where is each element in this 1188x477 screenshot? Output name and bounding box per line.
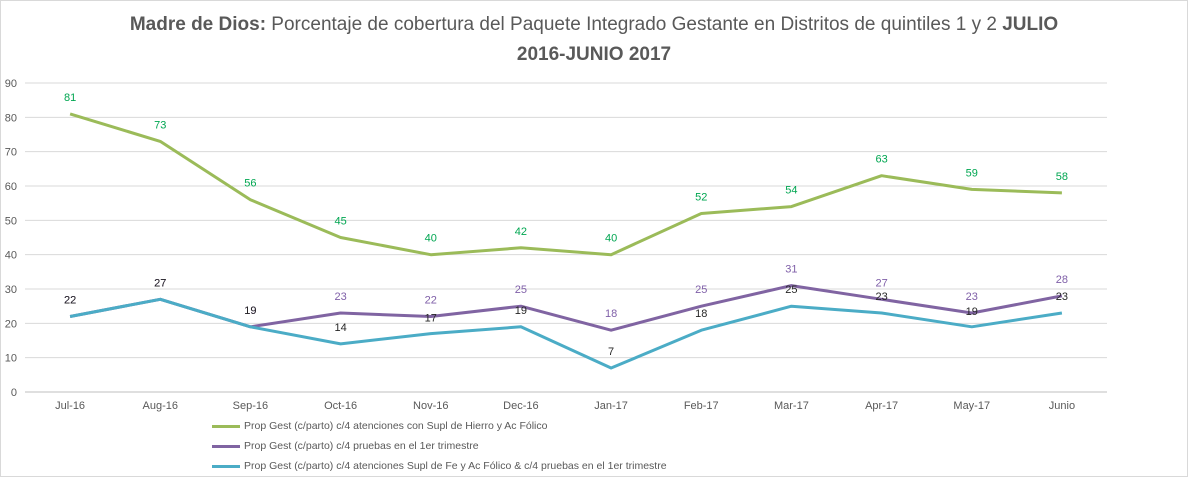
x-tick-label: Feb-17 [684, 400, 719, 412]
x-tick-label: Oct-16 [324, 400, 357, 412]
data-label: 27 [154, 277, 166, 289]
data-label: 27 [154, 277, 166, 289]
y-tick-label: 90 [5, 78, 17, 90]
x-tick-label: Mar-17 [774, 400, 809, 412]
data-label: 19 [515, 305, 527, 317]
data-label: 22 [64, 294, 76, 306]
chart-title: Madre de Dios: Porcentaje de cobertura d… [0, 10, 1188, 70]
data-label: 23 [875, 291, 887, 303]
data-label: 25 [785, 284, 797, 296]
y-tick-label: 80 [5, 112, 17, 124]
x-tick-label: Aug-16 [143, 400, 178, 412]
data-label: 7 [608, 346, 614, 358]
data-label: 40 [425, 233, 437, 245]
legend-swatch [212, 464, 240, 468]
data-label: 73 [154, 119, 166, 131]
data-label: 58 [1056, 171, 1068, 183]
series-line [69, 297, 1063, 370]
x-tick-label: Junio [1049, 400, 1075, 412]
x-tick-label: Dec-16 [503, 400, 538, 412]
legend-item: Prop Gest (c/parto) c/4 atenciones con S… [212, 416, 667, 436]
data-label: 18 [605, 308, 617, 320]
legend-item: Prop Gest (c/parto) c/4 atenciones Supl … [212, 456, 667, 476]
y-tick-label: 20 [5, 318, 17, 330]
data-label: 19 [244, 305, 256, 317]
data-label: 42 [515, 226, 527, 238]
data-label: 19 [966, 306, 978, 318]
data-label: 17 [425, 313, 437, 325]
x-tick-label: Apr-17 [865, 400, 898, 412]
data-label: 56 [244, 178, 256, 190]
legend-item: Prop Gest (c/parto) c/4 pruebas en el 1e… [212, 436, 667, 456]
y-tick-label: 40 [5, 250, 17, 262]
title-description: Porcentaje de cobertura del Paquete Inte… [266, 14, 1003, 35]
legend-label: Prop Gest (c/parto) c/4 atenciones con S… [244, 420, 548, 432]
data-label: 25 [515, 284, 527, 296]
title-period-start: JULIO [1002, 14, 1059, 35]
data-label: 19 [244, 305, 256, 317]
data-label: 54 [785, 185, 797, 197]
title-period-end: 2016-JUNIO 2017 [516, 44, 672, 65]
data-label: 23 [1056, 291, 1068, 303]
data-label: 59 [966, 167, 978, 179]
title-region: Madre de Dios: [129, 14, 267, 35]
data-label: 45 [334, 216, 346, 228]
x-tick-label: Jan-17 [594, 400, 628, 412]
data-label: 18 [695, 308, 707, 320]
data-label: 22 [425, 294, 437, 306]
data-label: 22 [64, 294, 76, 306]
data-label: 14 [334, 322, 346, 334]
data-label: 31 [785, 264, 797, 276]
data-label: 28 [1056, 274, 1068, 286]
y-tick-label: 50 [5, 215, 17, 227]
y-tick-label: 30 [5, 284, 17, 296]
x-tick-label: Nov-16 [413, 400, 448, 412]
data-label: 23 [334, 291, 346, 303]
data-label: 23 [966, 291, 978, 303]
data-label: 81 [64, 92, 76, 104]
x-tick-label: Sep-16 [233, 400, 268, 412]
chart-legend: Prop Gest (c/parto) c/4 atenciones con S… [212, 416, 667, 476]
data-label: 25 [695, 284, 707, 296]
data-label: 52 [695, 191, 707, 203]
legend-label: Prop Gest (c/parto) c/4 pruebas en el 1e… [244, 440, 479, 452]
y-tick-label: 60 [5, 181, 17, 193]
x-tick-label: Jul-16 [55, 400, 85, 412]
legend-swatch [212, 444, 240, 448]
data-label: 63 [875, 154, 887, 166]
legend-swatch [212, 424, 240, 428]
y-tick-label: 70 [5, 147, 17, 159]
data-label: 40 [605, 233, 617, 245]
y-tick-label: 10 [5, 353, 17, 365]
series-line [69, 112, 1062, 257]
x-tick-label: May-17 [953, 400, 990, 412]
data-label: 27 [875, 277, 887, 289]
y-tick-label: 0 [11, 387, 17, 399]
legend-label: Prop Gest (c/parto) c/4 atenciones Supl … [244, 460, 667, 472]
